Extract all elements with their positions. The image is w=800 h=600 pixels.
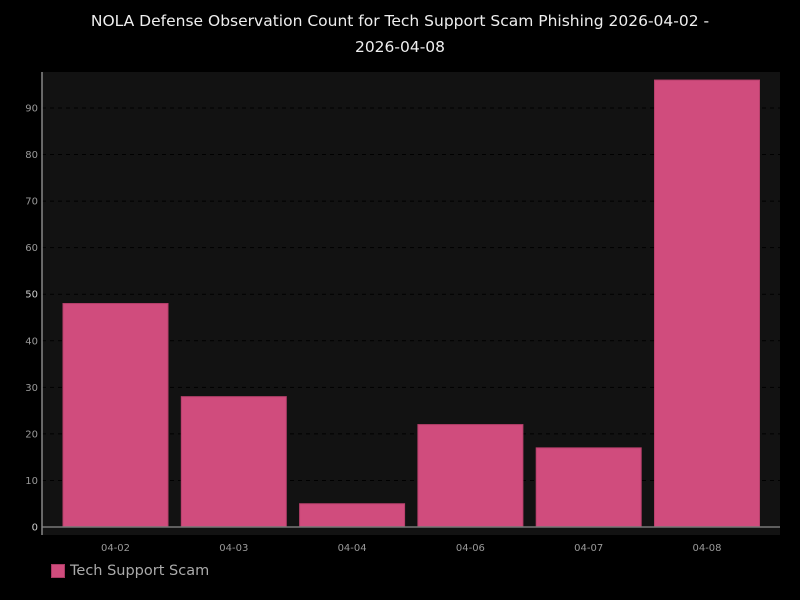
bar-04-08 xyxy=(654,79,760,528)
y-tick-label: 90 xyxy=(25,104,38,115)
chart-title-line-1: NOLA Defense Observation Count for Tech … xyxy=(90,12,710,30)
legend: Tech Support Scam xyxy=(51,563,209,579)
x-tick-label: 04-02 xyxy=(101,543,130,554)
chart-title: NOLA Defense Observation Count for Tech … xyxy=(0,8,800,60)
y-tick-label: 20 xyxy=(25,429,38,440)
legend-label: Tech Support Scam xyxy=(70,563,210,579)
x-tick-label: 04-07 xyxy=(574,543,603,554)
y-tick-label: 0 xyxy=(32,523,38,534)
x-tick-label: 04-08 xyxy=(692,543,721,554)
y-tick-label: 10 xyxy=(25,476,38,487)
legend-swatch-tech-support-scam xyxy=(51,564,65,578)
bar-04-04 xyxy=(299,503,406,528)
bar-04-07 xyxy=(535,447,642,528)
y-tick-label: 50 xyxy=(25,290,38,301)
y-tick-label: 40 xyxy=(25,336,38,347)
bar-04-03 xyxy=(180,396,287,528)
y-tick-label: 80 xyxy=(25,150,38,161)
x-tick-label: 04-06 xyxy=(456,543,485,554)
y-tick-label: 60 xyxy=(25,243,38,254)
bars xyxy=(62,79,760,528)
x-tick-label: 04-03 xyxy=(219,543,248,554)
y-tick-label: 30 xyxy=(25,383,38,394)
bar-04-02 xyxy=(62,303,169,528)
x-tick-labels: 04-02 04-03 04-04 04-06 04-07 04-08 xyxy=(101,543,722,554)
y-tick-labels: 0 10 20 30 40 50 60 70 80 90 xyxy=(25,104,38,534)
bar-04-06 xyxy=(417,424,524,528)
x-tick-label: 04-04 xyxy=(338,543,367,554)
chart-title-line-2: 2026-04-08 xyxy=(354,38,446,56)
y-tick-label: 70 xyxy=(25,197,38,208)
